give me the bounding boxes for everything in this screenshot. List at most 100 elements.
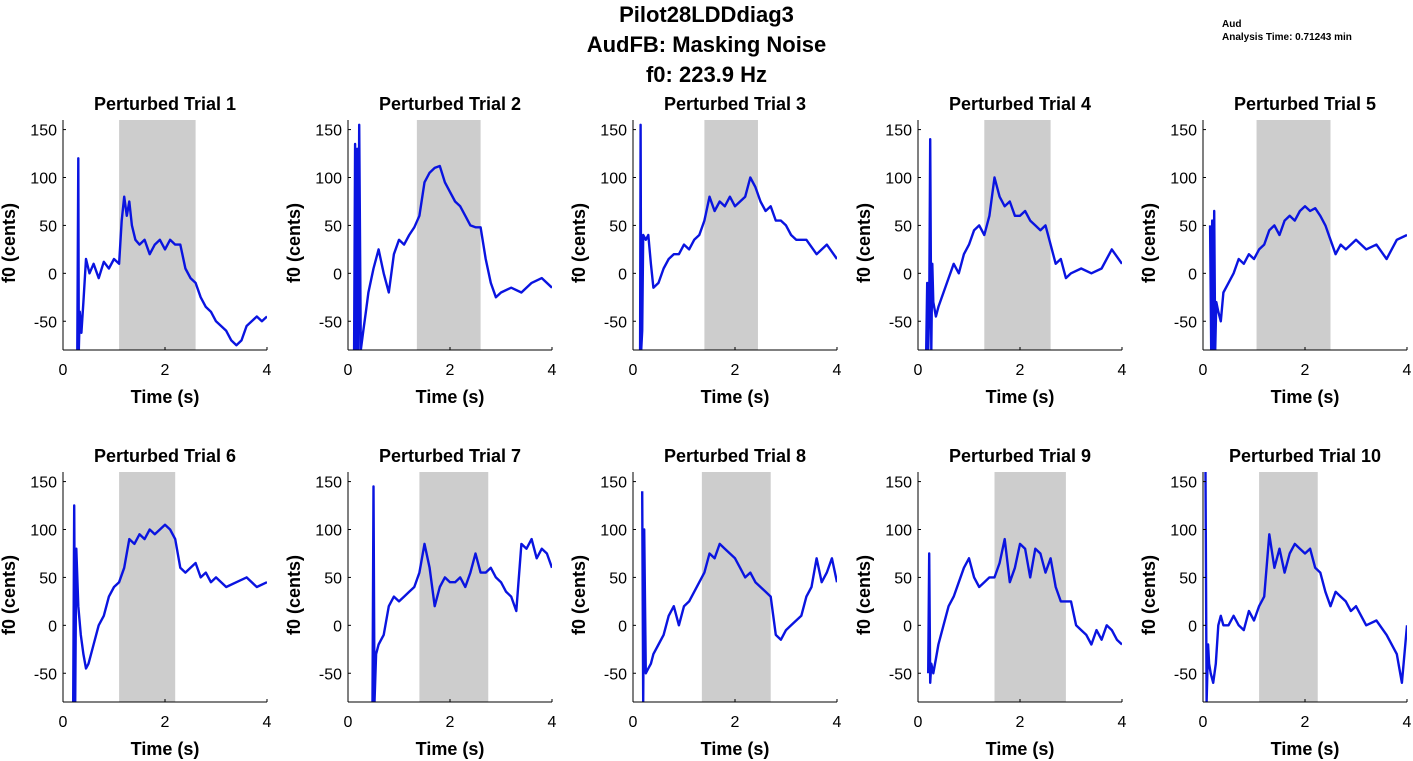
f0-trace-series-1: [352, 123, 552, 350]
y-tick-label: 150: [315, 475, 342, 492]
y-tick-label: 150: [30, 123, 57, 140]
f0-trace-series-1: [641, 491, 837, 702]
panel-title: Perturbed Trial 4: [949, 94, 1091, 114]
y-tick-label: 50: [324, 570, 342, 587]
x-axis-label: Time (s): [416, 739, 485, 759]
perturbation-window: [119, 472, 176, 702]
panel-title: Perturbed Trial 6: [94, 446, 236, 466]
y-tick-label: 100: [315, 171, 342, 188]
figure-title-line-2: AudFB: Masking Noise: [586, 32, 827, 57]
f0-trace-series-1: [72, 504, 267, 702]
x-tick-label: 2: [731, 362, 740, 379]
x-tick-label: 2: [446, 714, 455, 731]
x-axis-label: Time (s): [1271, 739, 1340, 759]
y-tick-label: 0: [618, 266, 627, 283]
x-tick-label: 2: [731, 714, 740, 731]
y-tick-label: 0: [48, 618, 57, 635]
perturbation-window: [1259, 472, 1318, 702]
y-tick-label: 100: [30, 523, 57, 540]
figure-title: Pilot28LDDdiag3 AudFB: Masking Noise f0:…: [0, 0, 1413, 90]
analysis-note: Aud Analysis Time: 0.71243 min: [1222, 18, 1352, 44]
panel-title: Perturbed Trial 10: [1229, 446, 1381, 466]
x-tick-label: 0: [59, 714, 68, 731]
y-axis-label: f0 (cents): [1139, 555, 1159, 635]
x-tick-label: 0: [59, 362, 68, 379]
y-tick-label: 50: [1179, 218, 1197, 235]
x-tick-label: 4: [1403, 714, 1412, 731]
y-tick-label: -50: [34, 666, 57, 683]
y-tick-label: 100: [600, 171, 627, 188]
y-tick-label: 100: [315, 523, 342, 540]
x-tick-label: 2: [1301, 362, 1310, 379]
y-axis-label: f0 (cents): [284, 203, 304, 283]
y-tick-label: 0: [333, 618, 342, 635]
y-axis-label: f0 (cents): [284, 555, 304, 635]
x-tick-label: 2: [1301, 714, 1310, 731]
y-axis-label: f0 (cents): [0, 203, 19, 283]
analysis-note-line-2: Analysis Time: 0.71243 min: [1222, 32, 1352, 43]
y-tick-label: 150: [1170, 123, 1197, 140]
x-axis-label: Time (s): [986, 387, 1055, 407]
x-tick-label: 4: [263, 714, 272, 731]
y-tick-label: -50: [34, 314, 57, 331]
x-tick-label: 2: [1016, 362, 1025, 379]
y-tick-label: 0: [618, 618, 627, 635]
x-tick-label: 0: [629, 362, 638, 379]
y-tick-label: 50: [39, 570, 57, 587]
f0-trace-series-1: [1208, 205, 1407, 350]
y-tick-label: 50: [324, 218, 342, 235]
x-axis-label: Time (s): [416, 387, 485, 407]
panel-title: Perturbed Trial 8: [664, 446, 806, 466]
x-axis-label: Time (s): [701, 739, 770, 759]
y-axis-label: f0 (cents): [854, 203, 874, 283]
x-tick-label: 0: [1199, 362, 1208, 379]
y-tick-label: 0: [48, 266, 57, 283]
x-tick-label: 4: [1118, 714, 1127, 731]
f0-trace-series-1: [1204, 472, 1407, 702]
panel-title: Perturbed Trial 5: [1234, 94, 1376, 114]
x-tick-label: 4: [1118, 362, 1127, 379]
figure-title-line-1: Pilot28LDDdiag3: [619, 2, 794, 27]
x-tick-label: 0: [344, 362, 353, 379]
y-tick-label: -50: [319, 314, 342, 331]
y-axis-label: f0 (cents): [0, 555, 19, 635]
panel-title: Perturbed Trial 2: [379, 94, 521, 114]
y-tick-label: 0: [1188, 618, 1197, 635]
panel-title: Perturbed Trial 1: [94, 94, 236, 114]
perturbation-window: [994, 472, 1066, 702]
y-tick-label: 50: [894, 570, 912, 587]
y-tick-label: 100: [885, 171, 912, 188]
f0-trace-series-1: [371, 485, 552, 702]
y-tick-label: 100: [1170, 171, 1197, 188]
y-tick-label: 0: [903, 618, 912, 635]
y-tick-label: 0: [333, 266, 342, 283]
y-tick-label: 50: [39, 218, 57, 235]
x-tick-label: 2: [446, 362, 455, 379]
perturbation-window: [419, 472, 489, 702]
y-axis-label: f0 (cents): [569, 203, 589, 283]
y-tick-label: -50: [604, 666, 627, 683]
y-tick-label: -50: [1174, 666, 1197, 683]
x-tick-label: 4: [833, 714, 842, 731]
y-tick-label: 50: [894, 218, 912, 235]
f0-trace-series-1: [638, 123, 837, 350]
y-tick-label: 150: [1170, 475, 1197, 492]
x-tick-label: 0: [914, 714, 923, 731]
y-tick-label: 0: [903, 266, 912, 283]
x-tick-label: 0: [1199, 714, 1208, 731]
perturbation-window: [984, 120, 1051, 350]
x-tick-label: 2: [161, 714, 170, 731]
x-tick-label: 4: [833, 362, 842, 379]
x-axis-label: Time (s): [131, 739, 200, 759]
y-tick-label: 100: [885, 523, 912, 540]
y-tick-label: 150: [885, 123, 912, 140]
f0-trace-series-1: [927, 537, 1122, 684]
y-tick-label: 50: [609, 218, 627, 235]
y-tick-label: -50: [889, 314, 912, 331]
perturbation-window: [1256, 120, 1331, 350]
x-tick-label: 4: [548, 362, 557, 379]
y-tick-label: 50: [609, 570, 627, 587]
y-tick-label: 50: [1179, 570, 1197, 587]
y-tick-label: 100: [1170, 523, 1197, 540]
